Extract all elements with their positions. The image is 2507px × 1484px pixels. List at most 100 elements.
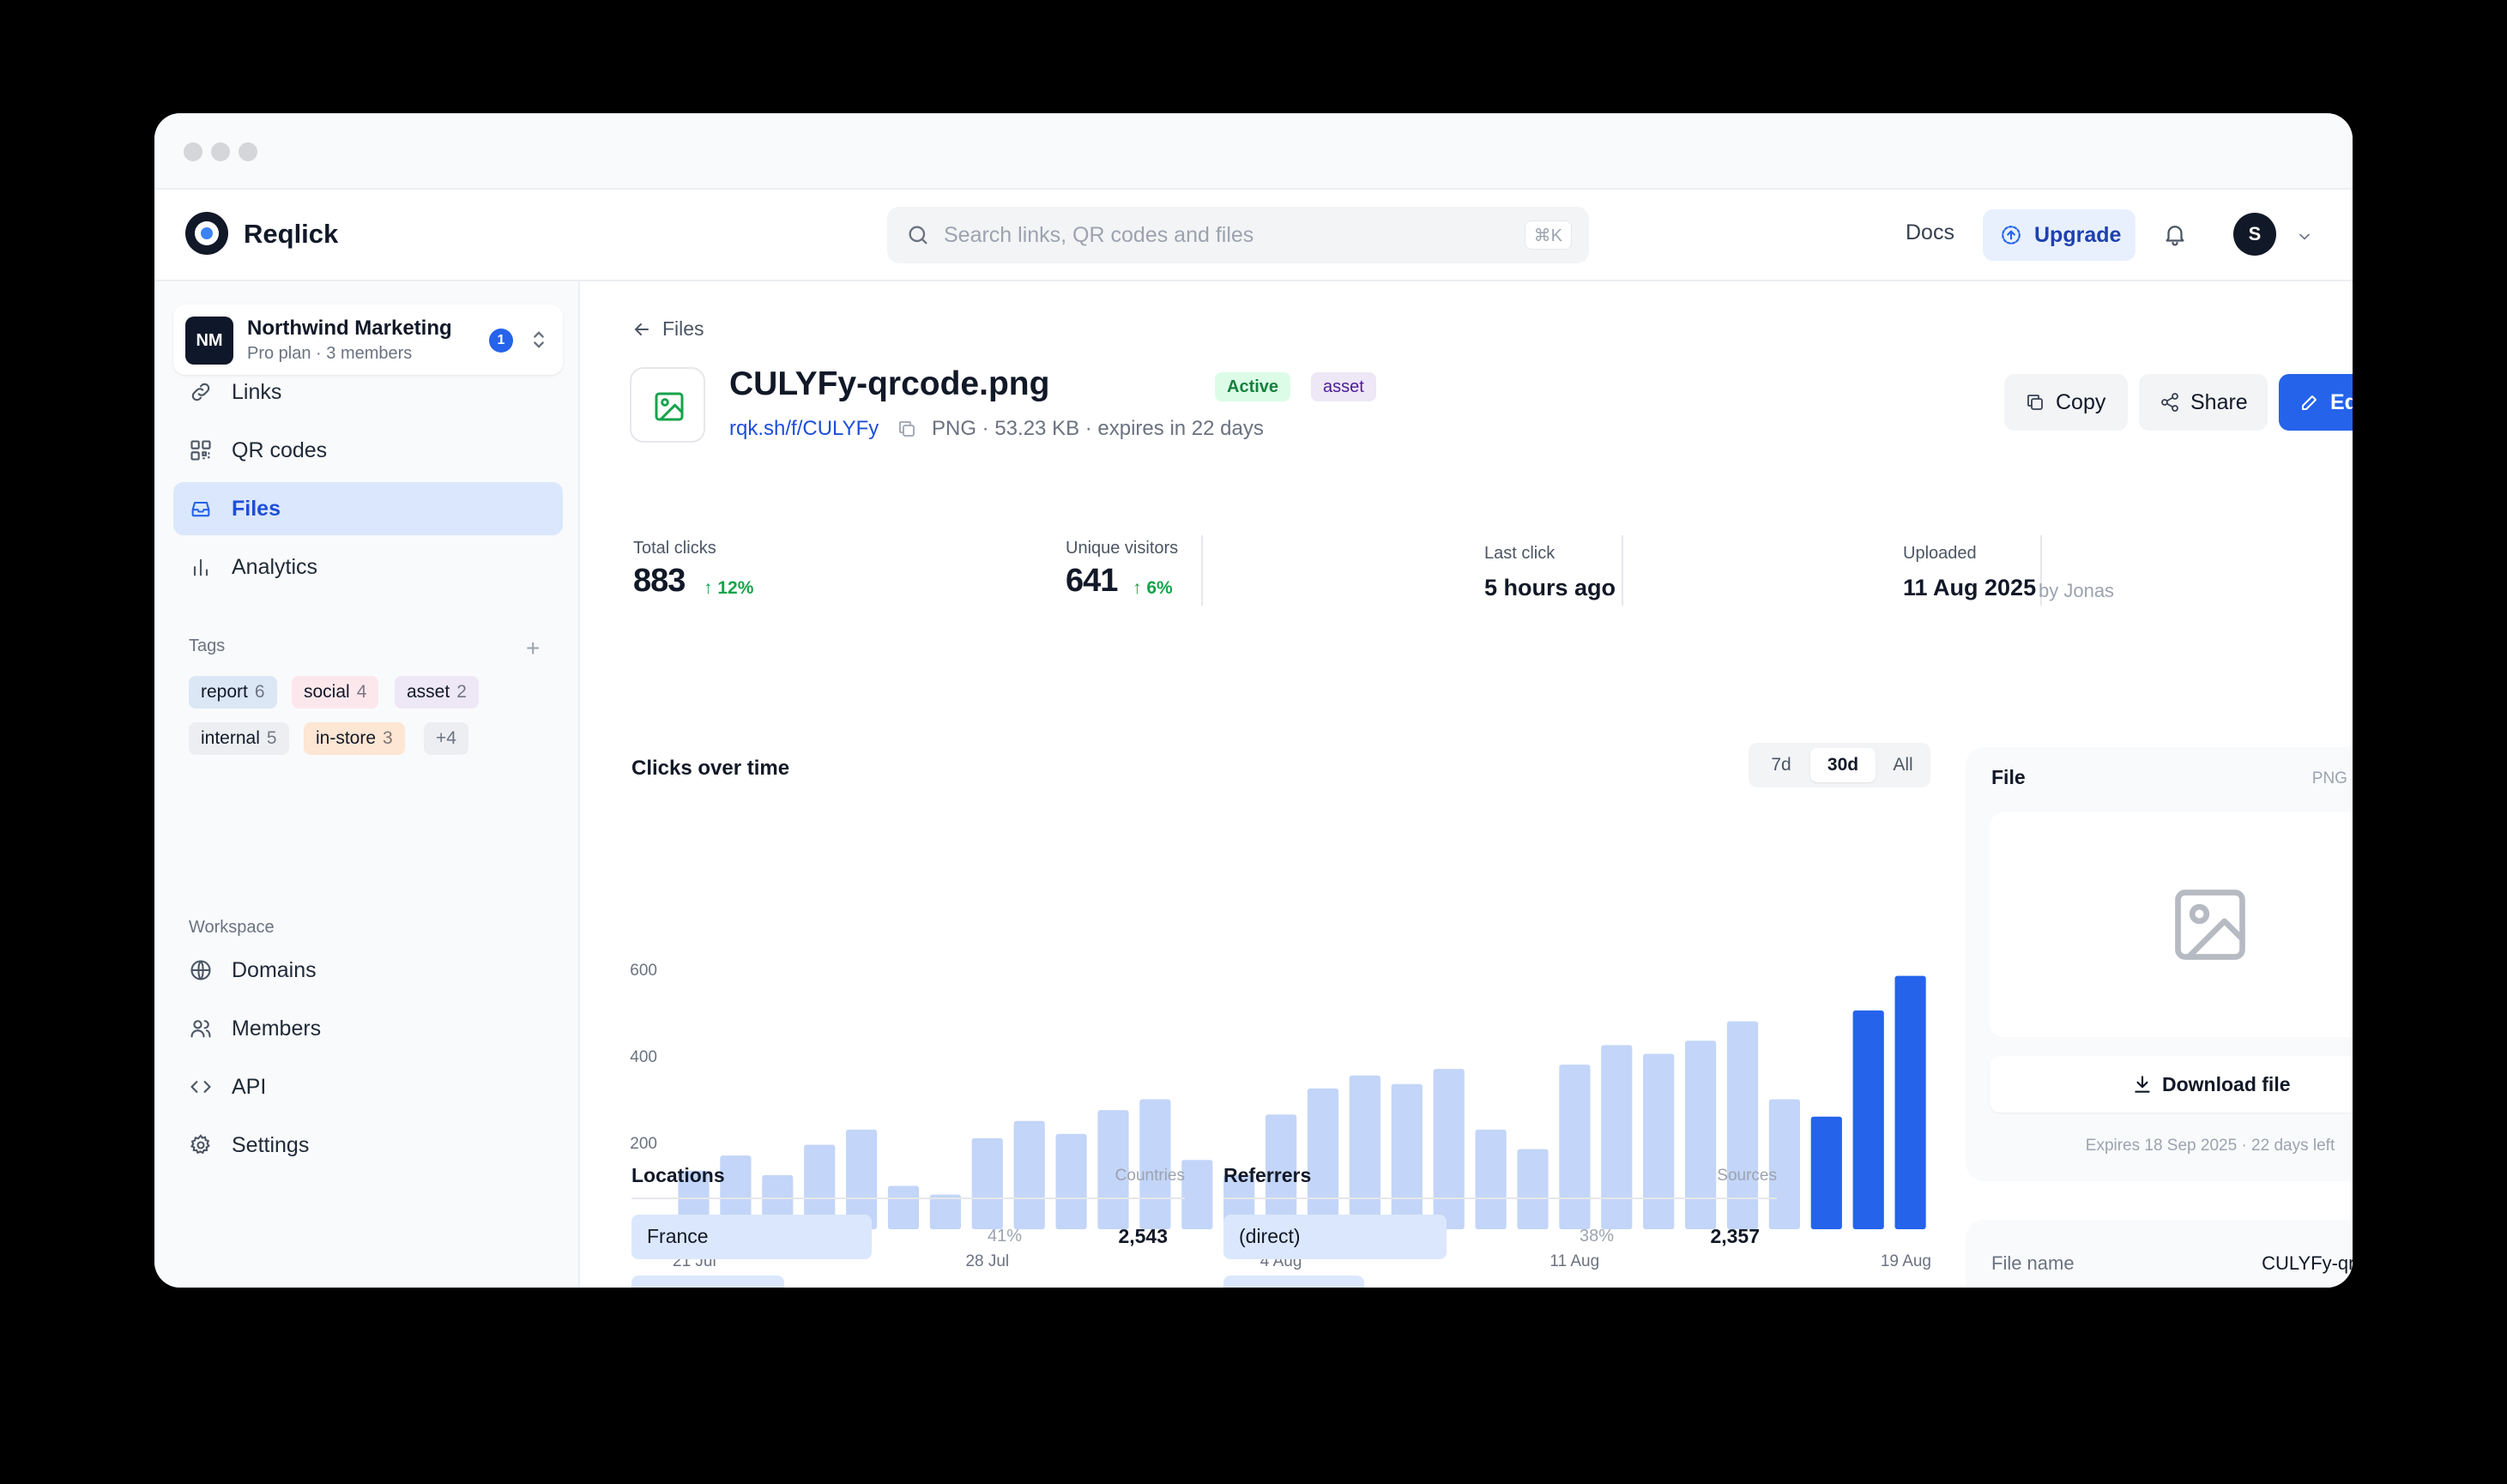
- brand-name[interactable]: Reqlick: [244, 219, 339, 249]
- chart-bar[interactable]: [1559, 1065, 1591, 1229]
- x-tick-label: 11 Aug: [1550, 1252, 1599, 1270]
- chart-bar[interactable]: [1810, 1116, 1842, 1229]
- row-percent: 38%: [1579, 1227, 1614, 1246]
- link-icon: [191, 383, 210, 401]
- edit-button[interactable]: Edit: [2279, 374, 2353, 431]
- workspace-switcher[interactable]: NM Northwind Marketing Pro plan · 3 memb…: [173, 305, 563, 375]
- search-bar[interactable]: ⌘K: [887, 207, 1589, 263]
- upgrade-button[interactable]: Upgrade: [1983, 209, 2135, 261]
- chart-bar[interactable]: [1601, 1045, 1633, 1229]
- chart-bar[interactable]: [1726, 1021, 1759, 1229]
- chart-bar[interactable]: [971, 1137, 1003, 1229]
- copy-link-icon[interactable]: [897, 419, 917, 439]
- chart-title: Clicks over time: [631, 757, 790, 780]
- stat-unique-visitors: Unique visitors 641 ↑ 6%: [1066, 539, 1443, 616]
- sidebar-item-api[interactable]: API: [173, 1060, 563, 1113]
- chart-bar[interactable]: [1391, 1083, 1423, 1229]
- sidebar-item-domains[interactable]: Domains: [173, 944, 563, 997]
- chart-bar[interactable]: [1475, 1129, 1507, 1229]
- search-input[interactable]: [944, 207, 1493, 263]
- table-row[interactable]: Tunisia26%1,613: [631, 1276, 1185, 1288]
- share-button[interactable]: Share: [2139, 374, 2268, 431]
- tag-chip[interactable]: social 4: [292, 676, 379, 709]
- share-button-label: Share: [2190, 390, 2248, 414]
- window-close-dot[interactable]: [184, 142, 202, 161]
- workspace-section-label: Workspace: [189, 918, 275, 937]
- sidebar-item-members[interactable]: Members: [173, 1002, 563, 1055]
- sidebar-item-label: Links: [232, 380, 282, 404]
- range-option-7d[interactable]: 7d: [1771, 755, 1791, 775]
- short-link[interactable]: rqk.sh/f/CULYFy: [729, 417, 879, 440]
- image-file-icon: [655, 392, 684, 421]
- chart-bar[interactable]: [1349, 1075, 1380, 1229]
- row-name: instagram.com: [1239, 1286, 1368, 1288]
- chart-bar[interactable]: [887, 1185, 920, 1230]
- add-tag-plus-icon[interactable]: +: [526, 635, 541, 661]
- breadcrumb-label: Files: [662, 317, 704, 340]
- chart-bar[interactable]: [720, 1155, 752, 1229]
- sidebar-item-links[interactable]: Links: [173, 365, 563, 419]
- user-avatar[interactable]: S: [2233, 213, 2276, 256]
- x-tick-label: 19 Aug: [1881, 1252, 1931, 1270]
- chart-bar[interactable]: [1517, 1149, 1549, 1229]
- more-tags-chip[interactable]: +4: [424, 722, 468, 755]
- chart-bar[interactable]: [1685, 1041, 1717, 1229]
- brand-logo-icon[interactable]: [185, 212, 228, 255]
- stat-delta: ↑ 6%: [1133, 578, 1173, 598]
- y-tick-label: 600: [630, 962, 657, 980]
- sidebar-item-files[interactable]: Files: [173, 482, 563, 535]
- table-row[interactable]: instagram.com24%1,489: [1223, 1276, 1777, 1288]
- stat-label: Total clicks: [633, 539, 716, 558]
- chart-bar[interactable]: [1433, 1069, 1465, 1229]
- chart-bar[interactable]: [678, 1170, 710, 1229]
- chart-bar[interactable]: [1097, 1110, 1129, 1229]
- download-file-button[interactable]: Download file: [1990, 1056, 2353, 1113]
- pencil-icon: [2302, 395, 2317, 410]
- notifications-bell-icon[interactable]: [2162, 221, 2188, 247]
- file-expiry-note: Expires 18 Sep 2025 · 22 days left: [2085, 1137, 2335, 1155]
- time-range-toggle[interactable]: 7d 30d All: [1749, 743, 1930, 787]
- copy-button[interactable]: Copy: [2004, 374, 2128, 431]
- tag-badge[interactable]: asset: [1311, 372, 1376, 401]
- chart-bar[interactable]: [1013, 1120, 1045, 1230]
- range-option-all[interactable]: All: [1893, 755, 1913, 775]
- chart-bar[interactable]: [1181, 1160, 1213, 1229]
- file-preview[interactable]: [1990, 812, 2353, 1037]
- referrers-title: Referrers: [1223, 1164, 1312, 1186]
- status-badge: Active: [1215, 372, 1291, 401]
- window-zoom-dot[interactable]: [239, 142, 257, 161]
- window-minimize-dot[interactable]: [211, 142, 230, 161]
- chevron-down-icon[interactable]: [2296, 228, 2313, 245]
- sidebar-item-label: Members: [232, 1016, 322, 1041]
- tags-section-label: Tags: [189, 636, 226, 655]
- table-row[interactable]: France 41% 2,543: [631, 1215, 1185, 1259]
- chart-bar[interactable]: [1139, 1099, 1171, 1230]
- chart-bar[interactable]: [1266, 1114, 1297, 1229]
- stat-uploaded-by: by Jonas: [2039, 580, 2115, 601]
- chart-bar[interactable]: [846, 1129, 878, 1229]
- sidebar-item-label: Domains: [232, 958, 317, 982]
- chart-bar[interactable]: [1643, 1053, 1675, 1230]
- chart-bar[interactable]: [1307, 1088, 1339, 1229]
- workspace-avatar: NM: [185, 317, 233, 365]
- share-icon: [2161, 393, 2178, 412]
- docs-link[interactable]: Docs: [1906, 220, 1954, 244]
- tag-chip[interactable]: asset 2: [395, 676, 479, 709]
- chart-bar[interactable]: [1894, 975, 1926, 1229]
- sidebar-item-settings[interactable]: Settings: [173, 1119, 563, 1172]
- table-row[interactable]: (direct) 38% 2,357: [1223, 1215, 1777, 1259]
- sidebar-item-qr-codes[interactable]: QR codes: [173, 424, 563, 477]
- search-icon: [909, 226, 927, 244]
- tag-chip[interactable]: report 6: [189, 676, 277, 709]
- stat-label: Uploaded: [1903, 544, 1977, 563]
- chart-bar[interactable]: [1055, 1133, 1087, 1229]
- tag-chip[interactable]: in-store 3: [304, 722, 405, 755]
- range-option-30d[interactable]: 30d: [1810, 748, 1876, 782]
- chart-bar[interactable]: [1768, 1099, 1800, 1230]
- chart-bar[interactable]: [929, 1194, 961, 1229]
- referrers-divider: [1223, 1197, 1777, 1199]
- sidebar-item-analytics[interactable]: Analytics: [173, 540, 563, 594]
- chart-bar[interactable]: [1852, 1010, 1884, 1229]
- tag-chip[interactable]: internal 5: [189, 722, 289, 755]
- chart-bar[interactable]: [804, 1144, 836, 1230]
